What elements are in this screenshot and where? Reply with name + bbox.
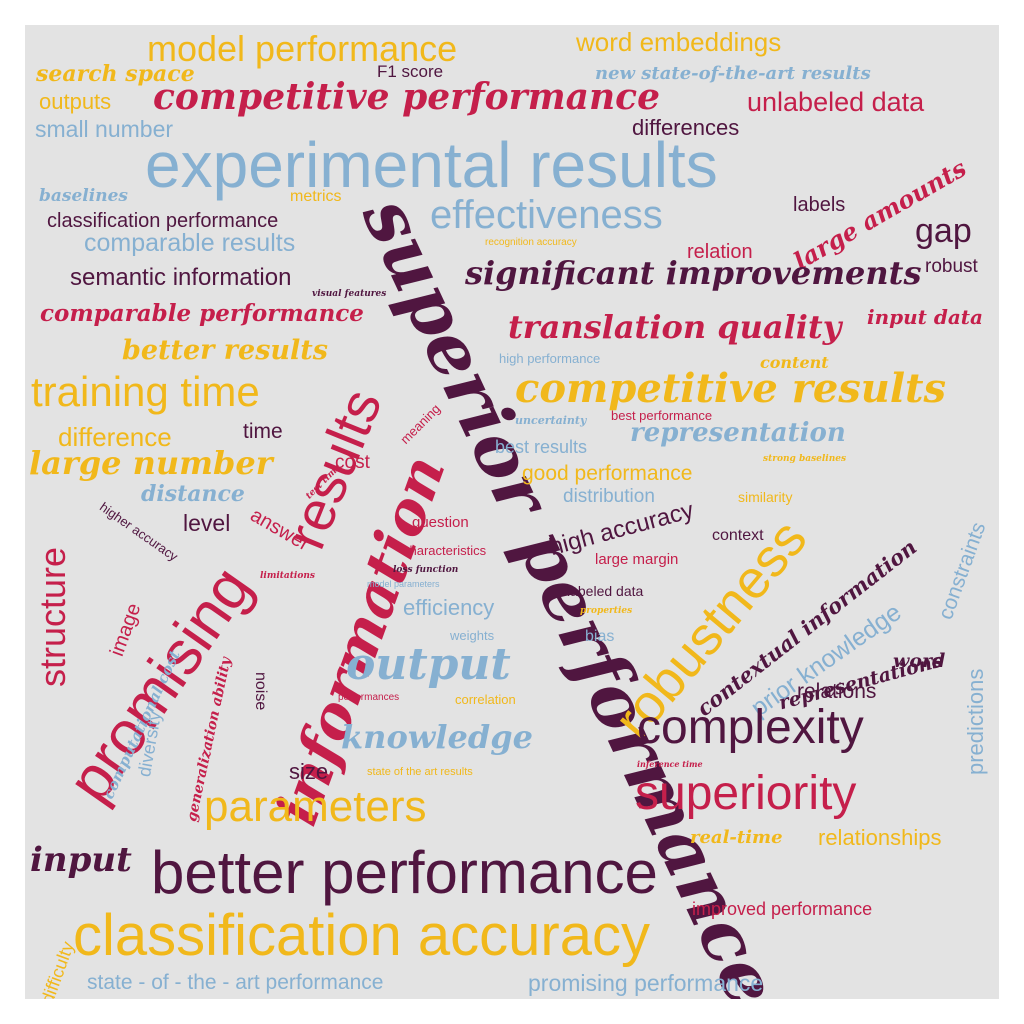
word: differences: [632, 115, 740, 140]
word: model performance: [147, 28, 458, 69]
word: better performance: [151, 839, 658, 906]
word: limitations: [260, 571, 315, 581]
word: comparable performance: [40, 300, 364, 327]
word: robust: [925, 256, 978, 277]
word: output: [346, 639, 511, 690]
word: distribution: [563, 486, 655, 507]
word: best results: [495, 437, 588, 457]
word: unlabeled data: [747, 87, 925, 117]
word: labeled data: [567, 583, 644, 599]
word: efficiency: [403, 595, 495, 620]
word: promising performance: [528, 970, 764, 996]
word: comparable results: [84, 229, 296, 257]
word: content: [760, 353, 829, 372]
word: correlation: [455, 692, 516, 707]
word: best performance: [611, 408, 713, 423]
word: similarity: [738, 489, 793, 505]
word: level: [183, 510, 231, 536]
word: loss function: [393, 565, 459, 575]
word: representation: [630, 418, 846, 448]
word: distance: [141, 481, 245, 507]
word: training time: [31, 368, 260, 415]
word: difference: [58, 422, 172, 452]
word: model parameters: [367, 579, 440, 589]
word: experimental results: [145, 129, 718, 201]
word: better results: [122, 335, 328, 366]
word: outputs: [39, 89, 112, 114]
word: properties: [580, 606, 633, 616]
word: context: [712, 527, 764, 544]
word: large margin: [595, 551, 679, 568]
word: uncertainty: [515, 414, 587, 427]
word: recognition accuracy: [485, 237, 577, 248]
word: good performance: [522, 462, 693, 485]
word: superiority: [635, 767, 857, 820]
word: input data: [867, 305, 984, 329]
word: improved performance: [692, 899, 873, 919]
word: input: [30, 840, 132, 880]
word: F1 score: [377, 62, 444, 81]
word: characteristics: [403, 543, 487, 558]
word: competitive results: [515, 365, 947, 412]
word: competitive performance: [153, 76, 660, 118]
word: large number: [29, 444, 273, 482]
word: relation: [687, 241, 753, 263]
word: gap: [915, 212, 972, 250]
word: image: [106, 600, 146, 660]
word: translation quality: [508, 308, 842, 346]
word: weights: [450, 628, 495, 643]
word: structure: [32, 546, 73, 687]
word: cost: [335, 452, 370, 473]
word: high performance: [499, 351, 601, 366]
word: metrics: [290, 188, 342, 205]
word: new state-of-the-art results: [595, 63, 871, 84]
word: meaning: [397, 401, 444, 447]
word: word embeddings: [576, 27, 782, 57]
word: noise: [252, 672, 269, 711]
word: labels: [793, 194, 846, 216]
word: performances: [338, 692, 400, 703]
word: small number: [35, 116, 174, 142]
word: parameters: [204, 782, 427, 831]
word: bias: [585, 628, 615, 645]
word: word: [893, 650, 946, 672]
word: search space: [36, 61, 195, 87]
word: significant improvements: [465, 254, 922, 292]
word: strong baselines: [763, 454, 847, 464]
word: time: [243, 420, 283, 443]
word: relationships: [818, 825, 942, 850]
word: difficulty: [37, 938, 78, 999]
word: effectiveness: [430, 193, 663, 237]
word: question: [412, 514, 469, 531]
word: knowledge: [341, 718, 533, 756]
word: complexity: [637, 701, 864, 754]
word: state of the art results: [367, 766, 473, 778]
word: higher accuracy: [96, 499, 181, 565]
word: inference time: [637, 759, 703, 769]
word: predictions: [963, 668, 988, 775]
word: baselines: [39, 186, 128, 206]
word: size: [289, 759, 329, 784]
word: relations: [797, 680, 877, 703]
word: classification accuracy: [73, 903, 650, 968]
word-cloud: model performance word embeddings search…: [25, 25, 999, 999]
word: visual features: [312, 289, 387, 299]
word: semantic information: [70, 264, 292, 291]
word: state - of - the - art performance: [87, 971, 384, 994]
word: real-time: [690, 827, 783, 848]
word: classification performance: [47, 210, 279, 232]
word: constraints: [934, 519, 991, 623]
